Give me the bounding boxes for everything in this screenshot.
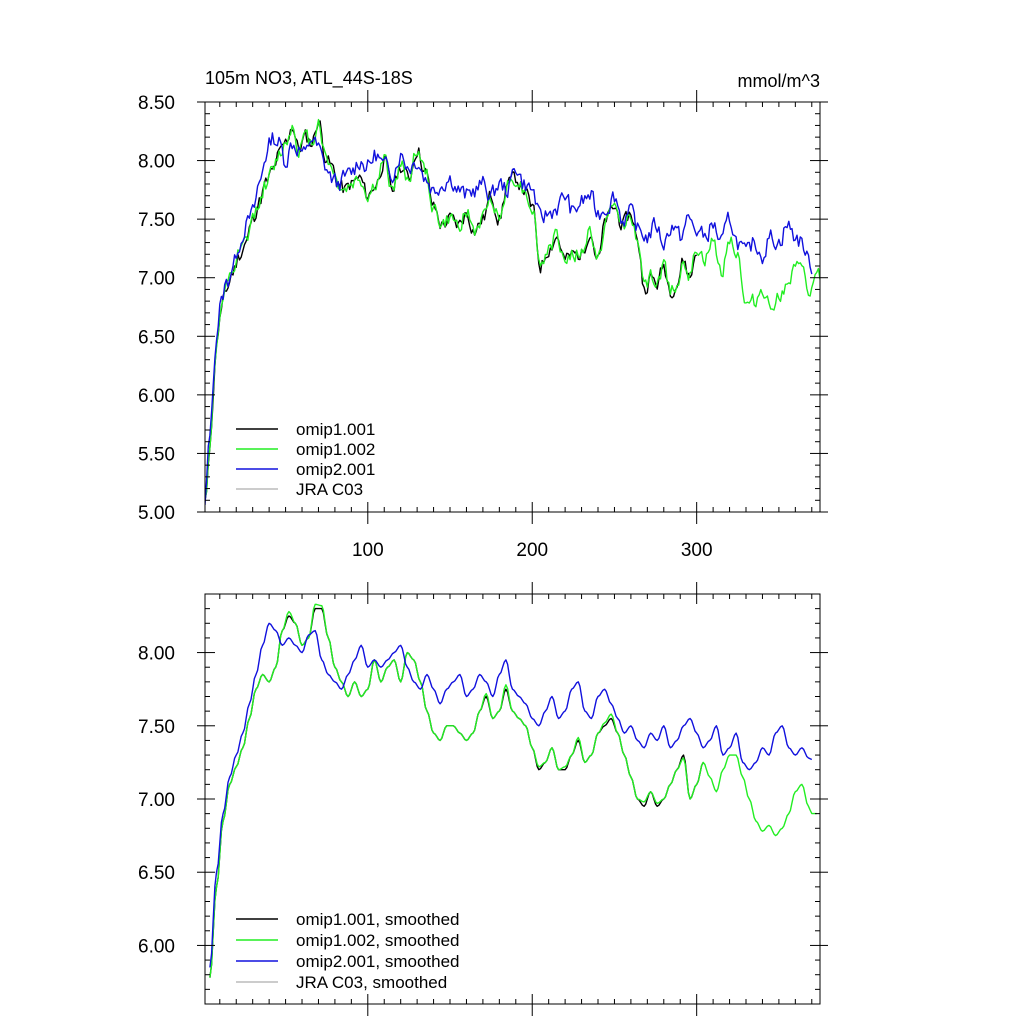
y-tick-label: 6.50 (138, 863, 175, 884)
legend-label: omip1.002, smoothed (296, 931, 460, 950)
y-tick-label: 7.50 (138, 210, 175, 231)
bottom-panel: 6.00 6.50 7.00 7.50 8.00 omip1.001, smoothed… (138, 582, 828, 1016)
y-tick-label: 6.00 (138, 936, 175, 957)
legend-label: omip2.001 (296, 460, 375, 479)
series-lines (209, 603, 817, 978)
legend: omip1.001, smoothed omip1.002, smoothed om… (236, 910, 460, 992)
legend-label: omip1.002 (296, 440, 375, 459)
x-tick-label: 100 (352, 540, 384, 561)
y-tick-label: 8.50 (138, 93, 175, 114)
y-tick-label: 5.50 (138, 444, 175, 465)
x-tick-label: 300 (681, 540, 713, 561)
series-line-1 (205, 118, 820, 500)
y-tick-label: 7.50 (138, 717, 175, 738)
x-tick-label: 200 (516, 540, 548, 561)
series-line-2 (209, 622, 813, 968)
legend-label: omip1.001, smoothed (296, 910, 460, 929)
series-line-2 (205, 132, 813, 505)
legend-label: omip2.001, smoothed (296, 952, 460, 971)
series-line-1 (209, 603, 817, 978)
chart-title: 105m NO3, ATL_44S-18S (205, 68, 413, 89)
series-lines (205, 118, 820, 505)
y-tick-label: 5.00 (138, 503, 175, 524)
y-tick-label: 7.00 (138, 790, 175, 811)
units-label: mmol/m^3 (738, 71, 820, 91)
y-tick-label: 6.50 (138, 327, 175, 348)
axes-frame (204, 101, 821, 513)
y-tick-label: 6.00 (138, 386, 175, 407)
axis-ticks: 100 200 300 5.00 5.50 6.00 6.50 7.00 7.50 8.00 8.5… (138, 90, 828, 561)
y-tick-label: 7.00 (138, 269, 175, 290)
y-tick-label: 8.00 (138, 152, 175, 173)
axis-ticks: 6.00 6.50 7.00 7.50 8.00 (138, 582, 828, 1016)
plot-frame (204, 101, 821, 513)
legend-label: JRA C03, smoothed (296, 973, 447, 992)
y-tick-label: 8.00 (138, 644, 175, 665)
top-panel: 105m NO3, ATL_44S-18S mmol/m^3 100 200 300… (138, 68, 828, 561)
legend-label: JRA C03 (296, 480, 363, 499)
legend-label: omip1.001 (296, 420, 375, 439)
